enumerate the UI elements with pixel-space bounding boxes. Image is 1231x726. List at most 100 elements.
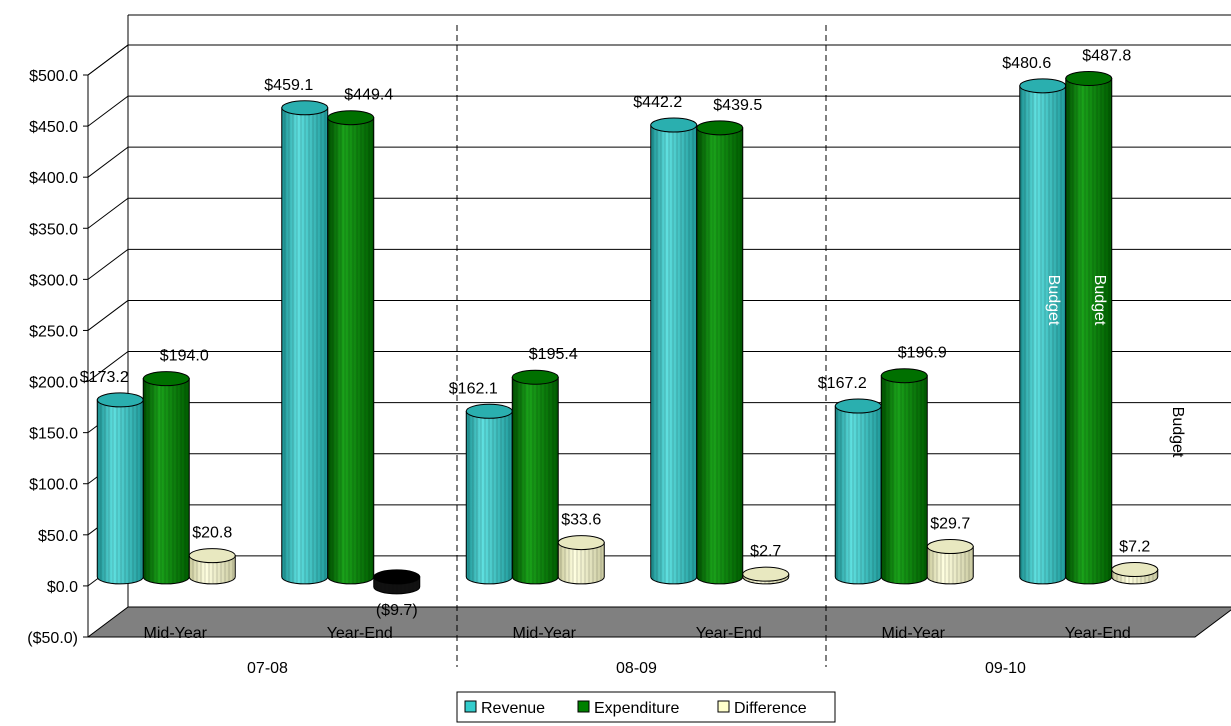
bar-cap [142,371,190,387]
legend-swatch-revenue [464,700,477,713]
gridline-side [87,197,129,229]
bar-difference-2 [557,535,605,585]
x-tick-label: Year-End [327,625,393,642]
bar-texture [97,399,144,584]
y-tick-label: $150.0 [29,426,78,443]
bar-revenue-3 [650,117,698,585]
data-labels: $173.2 $194.0 $20.8 $459.1 $449.4 ($9.7) $162.… [80,47,1186,618]
y-tick-label: ($50.0) [27,630,78,647]
data-label-expenditure-2: $195.4 [529,346,578,363]
gridline-side [87,146,129,178]
data-label-revenue-3: $442.2 [633,94,682,111]
bar-texture [835,406,882,584]
bar-cap [1111,562,1159,578]
bar-difference-0 [188,548,236,585]
group-label: 09-10 [985,660,1026,677]
y-tick-label: $300.0 [29,272,78,289]
bar-texture [1019,85,1066,584]
floor-plane [86,606,1231,638]
data-label-expenditure-0: $194.0 [160,348,209,365]
budget-annotation: Budget [1045,275,1062,326]
bars [96,70,1159,595]
data-label-difference-4: $29.7 [930,516,970,533]
bar-expenditure-1 [327,110,375,585]
y-axis: ($50.0) $0.0 $50.0 $100.0 $150.0 $200.0 $250.0… [27,68,89,647]
bar-cap [281,100,329,116]
bar-revenue-1 [281,100,329,585]
bar-texture [466,411,513,584]
legend: Revenue Expenditure Difference [456,691,836,723]
budget-annotation: Budget [1091,275,1108,326]
bar-cap [1065,70,1113,86]
bar-cap [696,120,744,136]
bar-cap [511,369,559,385]
bar-difference-3 [742,566,790,585]
legend-label-revenue: Revenue [481,700,545,717]
legend-box [456,691,836,723]
bar-texture [143,378,190,584]
bar-cap [465,403,513,419]
bar-expenditure-3 [696,120,744,585]
data-label-expenditure-5: $487.8 [1082,47,1131,64]
y-tick-label: $0.0 [47,579,78,596]
data-label-difference-0: $20.8 [192,525,232,542]
bar-cap [96,392,144,408]
bar-texture [327,117,374,584]
gridline-side [87,95,129,127]
data-label-expenditure-1: $449.4 [344,87,393,104]
x-tick-label: Year-End [1065,625,1131,642]
bar-difference-5 [1111,562,1159,585]
bar-texture [927,546,974,584]
data-label-revenue-5: $480.6 [1002,55,1051,72]
y-tick-label: $350.0 [29,221,78,238]
legend-swatch-expenditure [577,700,590,713]
bar-expenditure-4 [880,368,928,585]
bar-cap [373,569,421,585]
bar-cap [557,535,605,551]
gridline-side [87,248,129,280]
group-label: 07-08 [247,660,288,677]
x-axis: Mid-Year Year-End Mid-Year Year-End Mid-Year… [144,625,1131,677]
bar-cap [880,368,928,384]
data-label-revenue-2: $162.1 [449,380,498,397]
data-label-difference-3: $2.7 [750,543,781,560]
x-tick-label: Mid-Year [882,625,946,642]
y-tick-label: $50.0 [38,528,78,545]
x-tick-label: Mid-Year [144,625,208,642]
bar-cap [188,548,236,564]
bar-texture [189,555,236,584]
legend-swatch-difference [717,700,730,713]
bar-expenditure-5 [1065,70,1113,585]
bar-texture [881,375,928,584]
bar-revenue-2 [465,403,513,585]
bar-texture [1065,78,1112,584]
bar-texture [696,127,743,584]
y-tick-label: $400.0 [29,170,78,187]
data-label-revenue-1: $459.1 [264,77,313,94]
data-label-expenditure-4: $196.9 [898,345,947,362]
bar-revenue-0 [96,392,144,585]
gridline-side [87,300,129,331]
bar-texture [281,107,328,584]
bar-texture [512,377,559,584]
gridline-side [87,44,129,76]
bar-cap [742,566,790,582]
legend-label-expenditure: Expenditure [594,700,679,717]
y-tick-label: $250.0 [29,323,78,340]
bar-revenue-4 [834,398,882,585]
budget-annotation: Budget [1169,407,1186,458]
bar-texture [650,125,697,584]
bar-revenue-5 [1019,78,1067,585]
data-label-difference-1: ($9.7) [376,602,418,619]
bar-cap [327,110,375,126]
bar-expenditure-0 [142,371,190,585]
bar-expenditure-2 [511,369,559,585]
y-tick-label: $450.0 [29,119,78,136]
x-tick-label: Mid-Year [513,625,577,642]
y-tick-label: $100.0 [29,477,78,494]
bar-cap [926,539,974,555]
bar-texture [558,542,605,584]
bar-cap [1019,78,1067,94]
x-tick-label: Year-End [696,625,762,642]
legend-label-difference: Difference [734,700,807,717]
